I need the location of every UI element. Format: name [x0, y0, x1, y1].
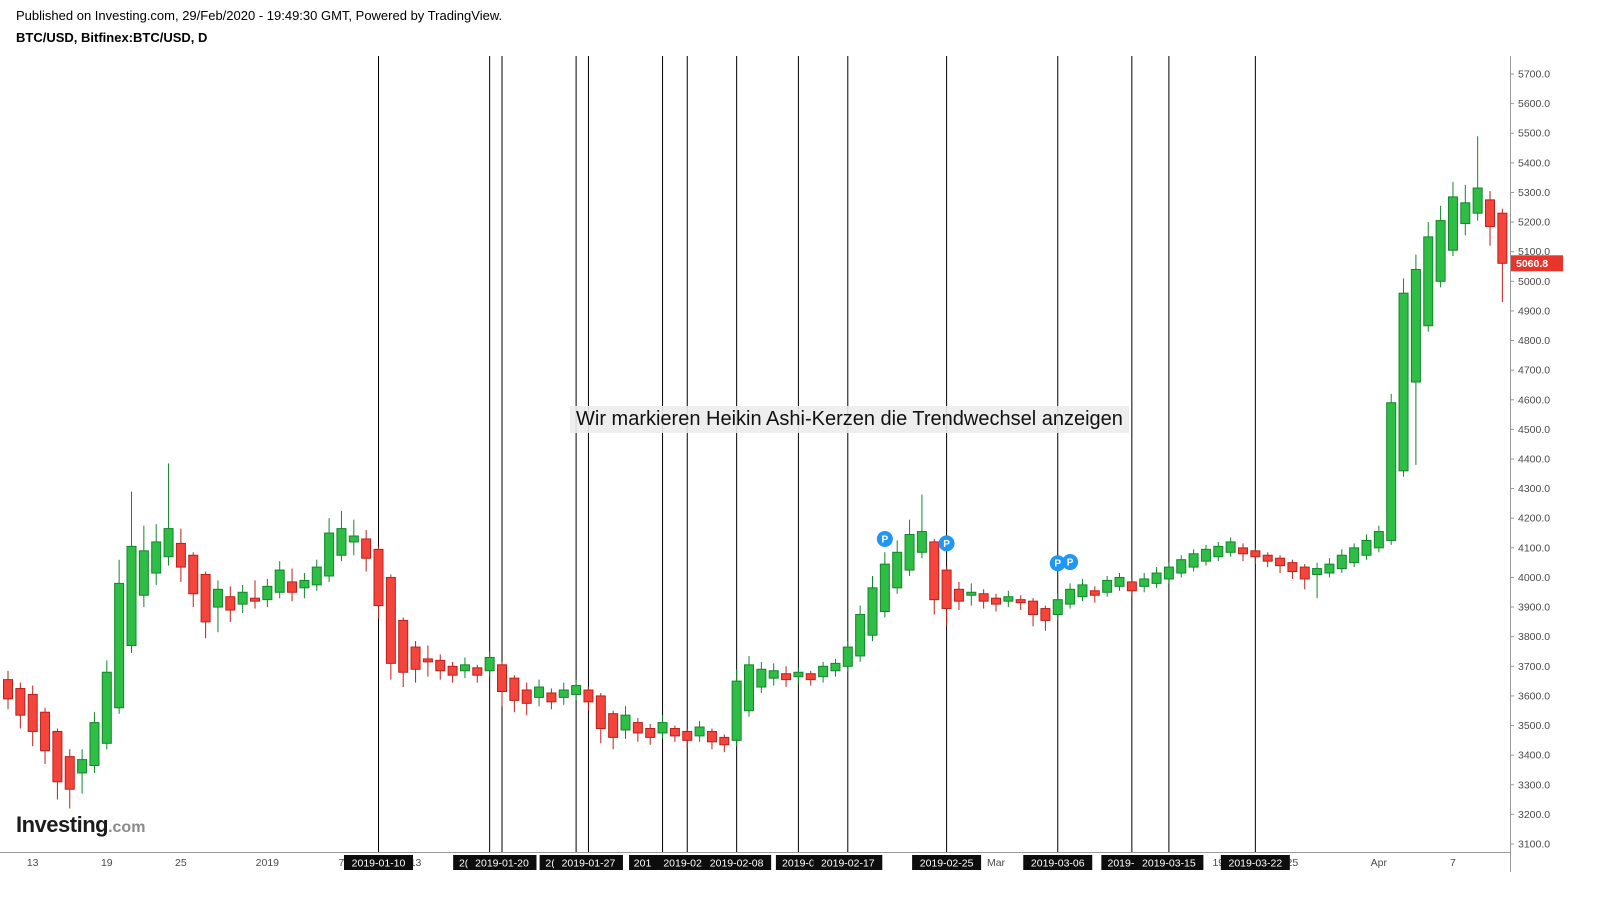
svg-text:3600.0: 3600.0: [1518, 690, 1550, 702]
symbol-title: BTC/USD, Bitfinex:BTC/USD, D: [16, 30, 208, 45]
investing-logo: Investing.com: [16, 812, 145, 838]
svg-text:5400.0: 5400.0: [1518, 157, 1550, 169]
svg-text:2019-03-22: 2019-03-22: [1228, 858, 1282, 870]
svg-text:4300.0: 4300.0: [1518, 483, 1550, 495]
svg-text:5060.8: 5060.8: [1516, 258, 1548, 270]
trend-lines: [378, 56, 1256, 852]
svg-text:4400.0: 4400.0: [1518, 454, 1550, 466]
svg-text:4600.0: 4600.0: [1518, 394, 1550, 406]
svg-text:Mar: Mar: [987, 857, 1006, 869]
logo-suffix: .com: [108, 819, 146, 836]
price-axis[interactable]: 3100.0 3200.0 3300.0 3400.0 3500.0 3600.0 3700…: [1510, 56, 1550, 872]
svg-text:5200.0: 5200.0: [1518, 217, 1550, 229]
svg-text:P: P: [1054, 559, 1061, 570]
published-line: Published on Investing.com, 29/Feb/2020 …: [16, 8, 503, 23]
svg-text:5700.0: 5700.0: [1518, 69, 1550, 81]
svg-text:5600.0: 5600.0: [1518, 98, 1550, 110]
candles: [3, 136, 1508, 809]
p-marker-icon: [938, 535, 955, 552]
p-markers[interactable]: P PP P: [876, 530, 1079, 572]
svg-text:3400.0: 3400.0: [1518, 750, 1550, 762]
svg-text:2019-0: 2019-0: [782, 858, 815, 870]
svg-text:3700.0: 3700.0: [1518, 661, 1550, 673]
p-marker-icon: [1062, 554, 1079, 571]
svg-text:5000.0: 5000.0: [1518, 276, 1550, 288]
svg-text:2019-02-08: 2019-02-08: [710, 858, 764, 870]
svg-text:2019-02-25: 2019-02-25: [920, 858, 974, 870]
svg-text:7: 7: [1450, 857, 1456, 869]
chart-header: Published on Investing.com, 29/Feb/2020 …: [16, 8, 502, 45]
svg-text:3100.0: 3100.0: [1518, 839, 1550, 851]
svg-text:3500.0: 3500.0: [1518, 720, 1550, 732]
svg-text:2019-02-0: 2019-02-0: [663, 858, 711, 870]
svg-text:4800.0: 4800.0: [1518, 335, 1550, 347]
svg-text:4900.0: 4900.0: [1518, 305, 1550, 317]
logo-brand: Investing: [16, 812, 109, 837]
svg-text:P: P: [1067, 558, 1074, 569]
svg-text:3900.0: 3900.0: [1518, 602, 1550, 614]
svg-text:25: 25: [175, 857, 187, 869]
svg-text:5100.0: 5100.0: [1518, 246, 1550, 258]
svg-text:2019-01-10: 2019-01-10: [352, 858, 406, 870]
svg-text:4100.0: 4100.0: [1518, 542, 1550, 554]
svg-text:7: 7: [339, 857, 345, 869]
time-axis[interactable]: 13 19 25 2019 7 13 Mar 19 25 Apr 7 2019-01-10 2( 2019…: [0, 852, 1510, 871]
svg-text:2019-01-27: 2019-01-27: [562, 858, 616, 870]
svg-text:2019-01-20: 2019-01-20: [475, 858, 529, 870]
svg-text:2019-03-15: 2019-03-15: [1142, 858, 1196, 870]
svg-text:3300.0: 3300.0: [1518, 779, 1550, 791]
svg-text:2019-0: 2019-0: [1107, 858, 1140, 870]
p-marker-icon: [1049, 555, 1066, 572]
svg-text:2(: 2(: [545, 858, 555, 870]
svg-text:2(: 2(: [459, 858, 469, 870]
svg-text:2019-02-17: 2019-02-17: [821, 858, 875, 870]
svg-text:P: P: [943, 539, 950, 550]
svg-text:25: 25: [1287, 857, 1299, 869]
svg-text:3200.0: 3200.0: [1518, 809, 1550, 821]
svg-text:19: 19: [1212, 857, 1224, 869]
svg-text:13: 13: [27, 857, 39, 869]
annotation-text: Wir markieren Heikin Ashi-Kerzen die Tre…: [570, 406, 1129, 433]
svg-text:2019-03-06: 2019-03-06: [1031, 858, 1085, 870]
svg-text:5500.0: 5500.0: [1518, 128, 1550, 140]
p-marker-icon: [876, 530, 893, 547]
svg-text:4500.0: 4500.0: [1518, 424, 1550, 436]
svg-text:13: 13: [410, 857, 422, 869]
svg-text:4700.0: 4700.0: [1518, 365, 1550, 377]
svg-text:4200.0: 4200.0: [1518, 513, 1550, 525]
svg-text:19: 19: [101, 857, 113, 869]
svg-text:3800.0: 3800.0: [1518, 631, 1550, 643]
svg-text:2019: 2019: [256, 857, 280, 869]
svg-text:201: 201: [634, 858, 652, 870]
svg-text:5300.0: 5300.0: [1518, 187, 1550, 199]
svg-text:Apr: Apr: [1371, 857, 1388, 869]
current-price-label: 5060.8: [1511, 255, 1563, 272]
svg-text:4000.0: 4000.0: [1518, 572, 1550, 584]
svg-text:P: P: [882, 534, 889, 545]
